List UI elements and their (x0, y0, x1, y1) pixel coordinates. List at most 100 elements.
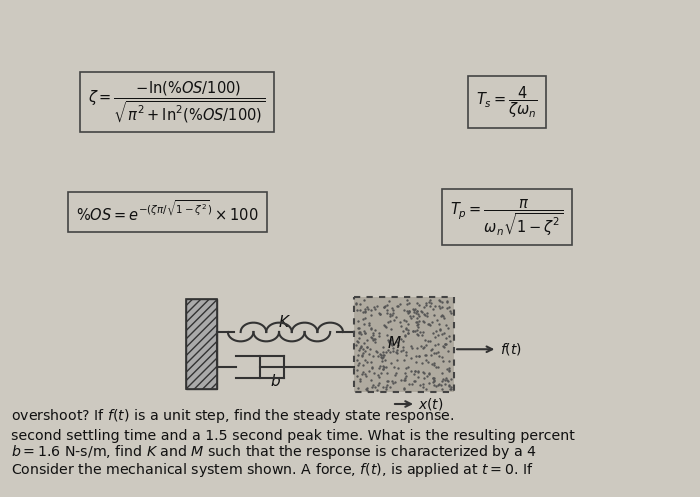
Text: $x(t)$: $x(t)$ (418, 396, 444, 412)
Point (434, 302, 445, 310)
Point (389, 316, 400, 324)
Point (354, 300, 365, 308)
Point (381, 363, 392, 371)
Point (427, 305, 438, 313)
Point (351, 337, 362, 345)
Point (417, 328, 428, 336)
Point (394, 300, 405, 308)
Point (408, 377, 419, 385)
Text: overshoot? If $f(t)$ is a unit step, find the steady state response.: overshoot? If $f(t)$ is a unit step, fin… (11, 407, 455, 425)
Point (419, 312, 430, 320)
Point (428, 374, 439, 382)
Point (400, 332, 411, 340)
Point (369, 337, 380, 345)
Point (421, 299, 432, 307)
Point (406, 367, 417, 375)
Point (370, 347, 382, 355)
Point (367, 334, 378, 342)
Point (379, 321, 390, 329)
Point (422, 320, 433, 328)
Point (410, 309, 421, 317)
Point (410, 328, 421, 335)
Point (436, 313, 447, 321)
Point (357, 370, 368, 378)
Bar (354, 297, 454, 392)
Text: second settling time and a 1.5 second peak time. What is the resulting percent: second settling time and a 1.5 second pe… (11, 429, 575, 443)
Point (413, 352, 424, 360)
Point (379, 303, 390, 311)
Point (428, 359, 440, 367)
Point (428, 381, 439, 389)
Point (386, 325, 397, 333)
Point (424, 321, 435, 329)
Point (437, 303, 448, 311)
Point (356, 351, 368, 359)
Text: $b$: $b$ (270, 373, 281, 389)
Point (381, 323, 392, 331)
Point (445, 383, 456, 391)
Point (382, 336, 393, 344)
Point (361, 358, 372, 366)
Point (370, 335, 381, 343)
Point (411, 318, 422, 326)
Point (423, 358, 434, 366)
Point (402, 326, 414, 333)
Point (408, 305, 419, 313)
Point (376, 351, 387, 359)
Point (368, 331, 379, 339)
Point (365, 377, 377, 385)
Point (421, 341, 432, 349)
Text: Consider the mechanical system shown. A force, $f(t)$, is applied at $t = 0$. If: Consider the mechanical system shown. A … (11, 461, 534, 479)
Bar (186, 299, 217, 389)
Point (373, 364, 384, 372)
Point (386, 340, 397, 348)
Point (370, 383, 381, 391)
Point (398, 377, 409, 385)
Point (398, 346, 409, 354)
Point (375, 369, 386, 377)
Point (401, 300, 412, 308)
Point (428, 349, 440, 357)
Point (411, 315, 422, 323)
Point (444, 307, 455, 315)
Point (357, 316, 368, 324)
Point (378, 365, 389, 373)
Point (439, 340, 450, 348)
Text: $M$: $M$ (386, 334, 401, 350)
Point (358, 339, 370, 347)
Point (433, 381, 444, 389)
Point (435, 325, 446, 333)
Point (400, 374, 411, 382)
Point (358, 321, 370, 329)
Point (437, 378, 448, 386)
Point (400, 325, 411, 332)
Point (379, 322, 391, 330)
Point (360, 330, 371, 337)
Bar (186, 299, 217, 389)
Point (405, 314, 416, 322)
Point (351, 299, 362, 307)
Point (424, 369, 435, 377)
Point (367, 383, 378, 391)
Point (440, 340, 451, 348)
Point (441, 333, 452, 341)
Point (395, 323, 407, 331)
Point (404, 307, 415, 315)
Point (364, 345, 375, 353)
Point (433, 380, 444, 388)
Point (423, 337, 434, 345)
Point (392, 356, 403, 364)
Point (436, 382, 447, 390)
Point (379, 302, 391, 310)
Point (384, 310, 395, 318)
Point (398, 384, 409, 392)
Point (368, 303, 379, 311)
Point (360, 385, 372, 393)
Point (378, 363, 389, 371)
Point (381, 383, 392, 391)
Point (433, 352, 444, 360)
Point (428, 378, 439, 386)
Point (412, 367, 423, 375)
Point (440, 376, 451, 384)
Point (401, 325, 412, 333)
